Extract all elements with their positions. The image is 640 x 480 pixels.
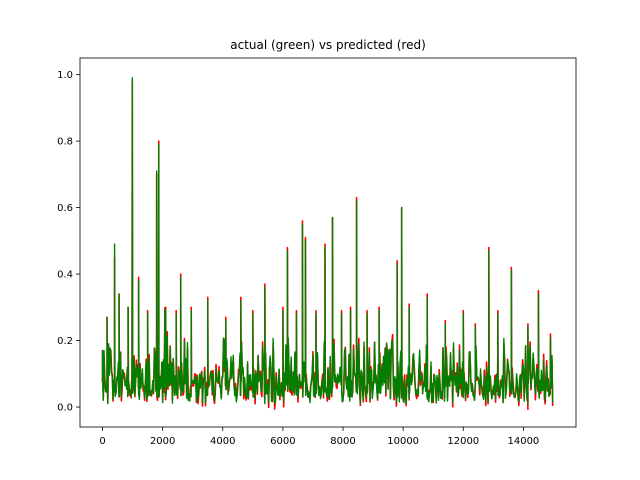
x-tick-label: 14000: [507, 436, 539, 447]
x-tick-label: 6000: [270, 436, 295, 447]
series-line-actual: [101, 77, 554, 405]
y-tick-label: 0.6: [57, 203, 73, 214]
y-tick-label: 0.0: [57, 403, 73, 414]
x-axis: 0 2000 4000 6000 8000 10000 12000 14000: [99, 427, 539, 447]
x-tick-label: 4000: [210, 436, 235, 447]
x-tick-label: 8000: [330, 436, 355, 447]
y-tick-label: 0.2: [57, 336, 73, 347]
x-tick-label: 0: [99, 436, 105, 447]
x-tick-label: 2000: [150, 436, 175, 447]
series-layer: [101, 77, 554, 411]
y-axis: 0.0 0.2 0.4 0.6 0.8 1.0: [57, 70, 80, 414]
y-tick-label: 0.8: [57, 137, 73, 148]
chart-title: actual (green) vs predicted (red): [230, 38, 426, 52]
x-tick-label: 12000: [447, 436, 479, 447]
axes-frame: [79, 57, 577, 428]
y-tick-label: 1.0: [57, 70, 73, 81]
x-tick-label: 10000: [387, 436, 419, 447]
y-tick-label: 0.4: [57, 270, 73, 281]
